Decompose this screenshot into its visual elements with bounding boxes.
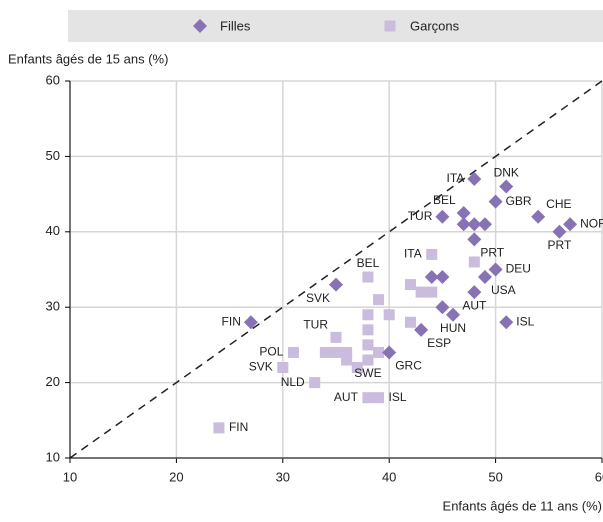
- point-label: DEU: [506, 262, 531, 276]
- point: [499, 179, 514, 194]
- point: [552, 224, 567, 239]
- point: [277, 362, 289, 374]
- legend-marker: [384, 20, 396, 32]
- point-label: ITA: [404, 247, 422, 261]
- point: [373, 346, 385, 358]
- y-axis-label: Enfants âgés de 15 ans (%): [8, 51, 168, 66]
- point: [362, 324, 374, 336]
- point: [213, 422, 225, 434]
- point: [362, 392, 374, 404]
- point-label: USA: [491, 283, 516, 297]
- point-label: ESP: [427, 336, 451, 350]
- point-label: ITA: [447, 171, 465, 185]
- point: [330, 331, 342, 343]
- point: [446, 307, 461, 322]
- legend-label: Garçons: [410, 18, 460, 33]
- point-label: BEL: [433, 193, 456, 207]
- point: [467, 217, 482, 232]
- point: [330, 346, 342, 358]
- point: [467, 172, 482, 187]
- x-tick-label: 20: [169, 469, 183, 484]
- point: [456, 217, 471, 232]
- x-tick-label: 40: [382, 469, 396, 484]
- point: [362, 271, 374, 283]
- point: [467, 232, 482, 247]
- point-label: DNK: [494, 166, 519, 180]
- point: [362, 339, 374, 351]
- point-label: SVK: [306, 291, 330, 305]
- point-label: GBR: [506, 194, 532, 208]
- point: [477, 217, 492, 232]
- point: [435, 270, 450, 285]
- x-tick-label: 60: [595, 469, 603, 484]
- point-label: NLD: [281, 375, 305, 389]
- point-label: PRT: [548, 238, 572, 252]
- point: [373, 294, 385, 306]
- point: [362, 354, 374, 366]
- y-tick-label: 60: [46, 72, 60, 87]
- point: [341, 346, 353, 358]
- point: [426, 248, 438, 260]
- point: [414, 322, 429, 337]
- point: [382, 345, 397, 360]
- point: [362, 309, 374, 321]
- point: [531, 209, 546, 224]
- point-label: HUN: [440, 321, 466, 335]
- point-label: SWE: [354, 366, 381, 380]
- point-label: AUT: [334, 390, 359, 404]
- point-label: POL: [259, 345, 283, 359]
- diagonal: [69, 80, 603, 459]
- x-tick-label: 50: [488, 469, 502, 484]
- point: [488, 262, 503, 277]
- point: [341, 354, 353, 366]
- point-label: GRC: [395, 359, 422, 373]
- point: [499, 315, 514, 330]
- point-label: ISL: [389, 390, 407, 404]
- point-label: TUR: [303, 318, 328, 332]
- point-label: NOR: [580, 216, 603, 230]
- point-label: CHE: [546, 197, 571, 211]
- point-label: AUT: [462, 298, 487, 312]
- x-tick-label: 10: [63, 469, 77, 484]
- point: [404, 316, 416, 328]
- point: [329, 277, 343, 292]
- point: [351, 362, 363, 374]
- point: [488, 194, 503, 209]
- point-label: FIN: [229, 420, 248, 434]
- x-axis-label: Enfants âgés de 11 ans (%): [443, 498, 602, 513]
- point: [319, 346, 331, 358]
- point-label: BEL: [357, 256, 380, 270]
- point-label: PRT: [480, 246, 504, 260]
- point-label: ISL: [516, 314, 534, 328]
- point: [468, 256, 480, 268]
- point: [477, 270, 492, 285]
- point-label: SVK: [249, 360, 273, 374]
- point: [287, 346, 299, 358]
- point: [424, 270, 439, 285]
- point-label: TUR: [408, 209, 433, 223]
- y-tick-label: 30: [46, 299, 60, 314]
- y-tick-label: 10: [46, 449, 60, 464]
- point: [243, 315, 258, 330]
- point: [563, 217, 578, 232]
- point: [415, 286, 427, 298]
- point: [435, 209, 450, 224]
- legend-marker: [193, 19, 207, 33]
- point: [309, 377, 321, 389]
- y-tick-label: 40: [46, 223, 60, 238]
- x-tick-label: 30: [276, 469, 290, 484]
- legend-label: Filles: [220, 18, 251, 33]
- point: [426, 286, 438, 298]
- point: [373, 392, 385, 404]
- point: [435, 300, 450, 315]
- point: [383, 309, 395, 321]
- y-tick-label: 50: [46, 148, 60, 163]
- y-tick-label: 20: [46, 374, 60, 389]
- point-label: FIN: [222, 314, 241, 328]
- point: [456, 205, 471, 220]
- point: [467, 285, 482, 300]
- point: [404, 279, 416, 291]
- legend-box: [68, 10, 603, 42]
